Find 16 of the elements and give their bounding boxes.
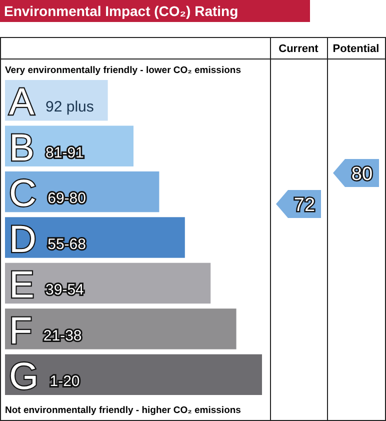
- y-tick-label: F 21-38: [9, 310, 82, 352]
- text: Very environmentally friendly - lower CO₂ emissions: [5, 65, 241, 76]
- text: Current: [278, 43, 319, 55]
- y-tick-label: E 39-54: [9, 264, 84, 307]
- y-tick-label: D 55-68: [9, 218, 86, 261]
- chart-title: Environmental Impact (CO₂) Rating: [4, 3, 238, 19]
- y-tick-label: C 69-80: [9, 173, 86, 216]
- y-tick-label: B 81-91: [9, 127, 84, 170]
- text: 72: [294, 195, 316, 216]
- text: Potential: [332, 43, 380, 55]
- bar: [5, 354, 262, 395]
- text: Not environmentally friendly - higher CO₂ emissions: [5, 405, 241, 416]
- y-tick-label: A 92 plus: [9, 82, 94, 124]
- bar: [5, 308, 236, 350]
- y-tick-label: G 1-20: [9, 356, 80, 398]
- text: 80: [351, 164, 373, 185]
